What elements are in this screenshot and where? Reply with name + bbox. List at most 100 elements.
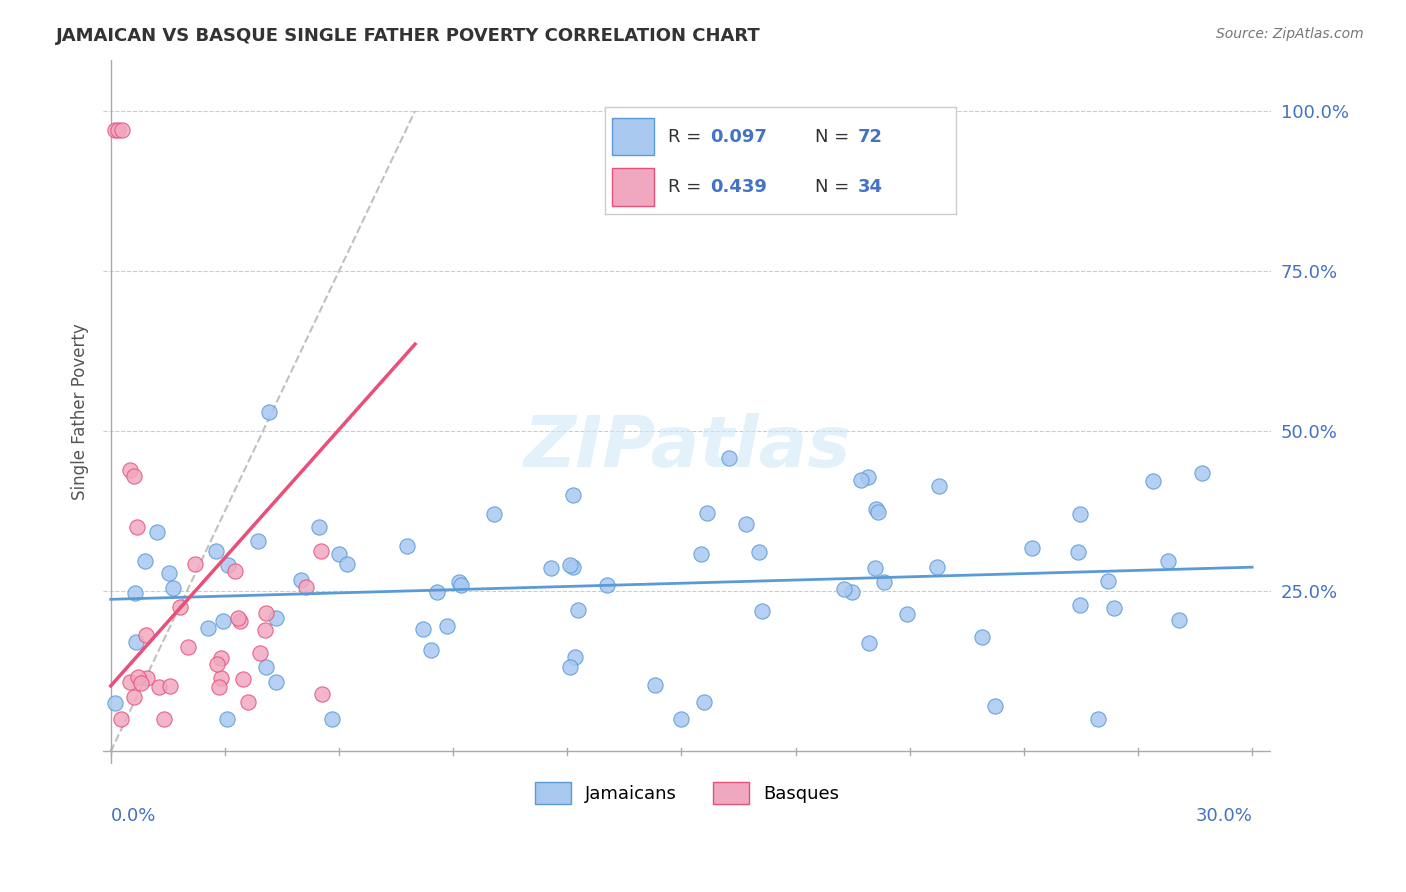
Jamaicans <box>264 611 287 625</box>
Basques <box>122 690 145 704</box>
Basques <box>294 580 316 594</box>
Jamaicans <box>162 581 184 595</box>
Jamaicans <box>1168 613 1191 627</box>
Jamaicans <box>567 602 589 616</box>
Basques <box>176 640 198 654</box>
Jamaicans <box>215 713 238 727</box>
Jamaicans <box>124 586 146 600</box>
Jamaicans <box>669 713 692 727</box>
Jamaicans <box>426 585 449 599</box>
Jamaicans <box>717 450 740 465</box>
Jamaicans <box>856 470 879 484</box>
Jamaicans <box>290 573 312 587</box>
Basques <box>110 713 132 727</box>
Jamaicans <box>1069 598 1091 612</box>
Jamaicans <box>1191 466 1213 480</box>
Jamaicans <box>321 712 343 726</box>
Text: R =: R = <box>668 128 707 146</box>
FancyBboxPatch shape <box>612 168 654 205</box>
Y-axis label: Single Father Poverty: Single Father Poverty <box>72 324 89 500</box>
Text: N =: N = <box>815 178 855 196</box>
Basques <box>127 520 149 534</box>
Jamaicans <box>336 557 359 571</box>
Jamaicans <box>751 603 773 617</box>
Basques <box>134 628 156 642</box>
Jamaicans <box>596 578 619 592</box>
Basques <box>311 688 333 702</box>
Basques <box>228 614 250 628</box>
Jamaicans <box>558 558 581 573</box>
Basques <box>238 695 260 709</box>
Jamaicans <box>562 559 585 574</box>
Jamaicans <box>972 630 994 644</box>
Jamaicans <box>834 582 856 596</box>
Jamaicans <box>104 696 127 710</box>
FancyBboxPatch shape <box>612 118 654 155</box>
Text: R =: R = <box>668 178 707 196</box>
Jamaicans <box>873 574 896 589</box>
Jamaicans <box>254 660 277 674</box>
Jamaicans <box>564 650 586 665</box>
Basques <box>103 123 125 137</box>
Jamaicans <box>841 584 863 599</box>
Basques <box>107 123 129 137</box>
Jamaicans <box>849 473 872 487</box>
Jamaicans <box>412 622 434 636</box>
Text: N =: N = <box>815 128 855 146</box>
Jamaicans <box>1102 601 1125 615</box>
Jamaicans <box>146 524 169 539</box>
Text: JAMAICAN VS BASQUE SINGLE FATHER POVERTY CORRELATION CHART: JAMAICAN VS BASQUE SINGLE FATHER POVERTY… <box>56 27 761 45</box>
Basques <box>127 670 149 684</box>
Jamaicans <box>449 574 471 589</box>
Jamaicans <box>328 547 350 561</box>
Basques <box>118 462 141 476</box>
Text: 30.0%: 30.0% <box>1195 806 1253 824</box>
Basques <box>205 657 228 671</box>
Basques <box>169 600 191 615</box>
Text: 72: 72 <box>858 128 883 146</box>
Jamaicans <box>644 678 666 692</box>
Basques <box>208 681 231 695</box>
Jamaicans <box>217 558 239 572</box>
Jamaicans <box>927 560 949 574</box>
Jamaicans <box>205 544 228 558</box>
Jamaicans <box>928 479 950 493</box>
Basques <box>159 679 181 693</box>
Basques <box>120 674 142 689</box>
Jamaicans <box>866 505 889 519</box>
Basques <box>209 672 232 686</box>
Jamaicans <box>734 517 756 532</box>
Jamaicans <box>450 578 472 592</box>
Jamaicans <box>134 554 156 568</box>
Jamaicans <box>1021 541 1043 556</box>
Text: Source: ZipAtlas.com: Source: ZipAtlas.com <box>1216 27 1364 41</box>
Jamaicans <box>693 695 716 709</box>
Jamaicans <box>865 560 887 574</box>
Jamaicans <box>865 502 887 516</box>
Basques <box>122 469 145 483</box>
Basques <box>226 611 249 625</box>
Jamaicans <box>197 621 219 635</box>
Jamaicans <box>1142 474 1164 488</box>
Basques <box>184 557 207 571</box>
Basques <box>209 650 232 665</box>
Jamaicans <box>689 547 711 561</box>
Basques <box>224 564 246 578</box>
Basques <box>148 680 170 694</box>
Jamaicans <box>246 533 269 548</box>
Jamaicans <box>1157 554 1180 568</box>
Jamaicans <box>540 561 562 575</box>
Basques <box>136 671 159 685</box>
Text: 0.0%: 0.0% <box>111 806 156 824</box>
Jamaicans <box>308 520 330 534</box>
Text: ZIPatlas: ZIPatlas <box>523 413 851 482</box>
Jamaicans <box>484 508 506 522</box>
Basques <box>309 544 332 558</box>
Basques <box>232 672 254 686</box>
Jamaicans <box>395 539 418 553</box>
Jamaicans <box>436 619 458 633</box>
Jamaicans <box>984 698 1007 713</box>
Jamaicans <box>696 506 718 520</box>
Jamaicans <box>420 642 443 657</box>
Jamaicans <box>1067 545 1090 559</box>
